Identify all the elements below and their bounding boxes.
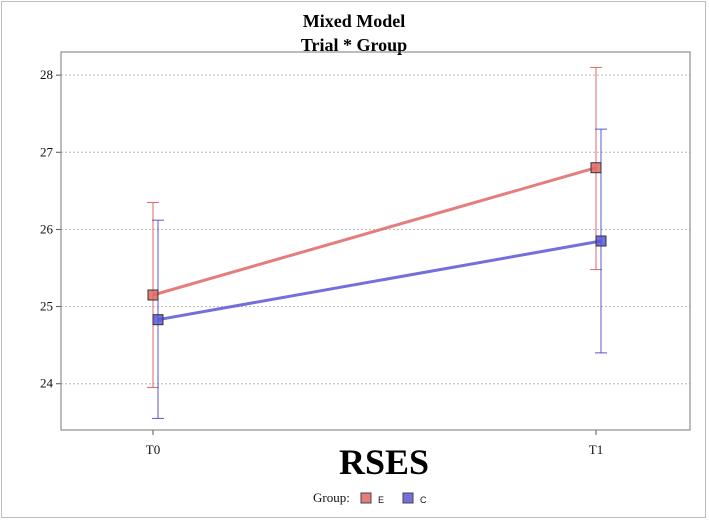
y-axis-ticks: 24 25 26 27 28 — [40, 67, 61, 391]
y-tick-label: 24 — [40, 376, 54, 391]
grid-lines — [61, 74, 690, 385]
error-bars — [147, 66, 607, 419]
legend-swatch-C — [402, 492, 414, 504]
y-tick-label: 26 — [40, 221, 54, 236]
data-point-E — [590, 162, 602, 174]
series-line-E — [152, 166, 597, 297]
data-point-C — [595, 235, 607, 247]
legend: Group: E C — [313, 490, 427, 505]
series-lines — [152, 166, 602, 322]
plot-area — [60, 51, 691, 431]
series-line-C — [157, 239, 602, 322]
chart-subtitle: Trial * Group — [301, 35, 407, 55]
legend-swatch-E — [360, 492, 372, 504]
y-tick-label: 25 — [40, 299, 53, 314]
legend-title: Group: — [313, 490, 350, 505]
data-point-C — [152, 314, 164, 326]
x-tick-label: T1 — [589, 442, 603, 457]
chart-title: Mixed Model — [303, 11, 405, 31]
series-markers — [147, 162, 607, 326]
y-tick-label: 27 — [40, 144, 54, 159]
y-tick-label: 28 — [40, 67, 53, 82]
x-axis-title: RSES — [339, 442, 429, 482]
x-tick-label: T0 — [146, 442, 160, 457]
legend-label-C: C — [420, 495, 427, 505]
x-axis-ticks: T0 T1 — [146, 430, 603, 457]
legend-label-E: E — [378, 495, 384, 505]
data-point-E — [147, 289, 159, 301]
